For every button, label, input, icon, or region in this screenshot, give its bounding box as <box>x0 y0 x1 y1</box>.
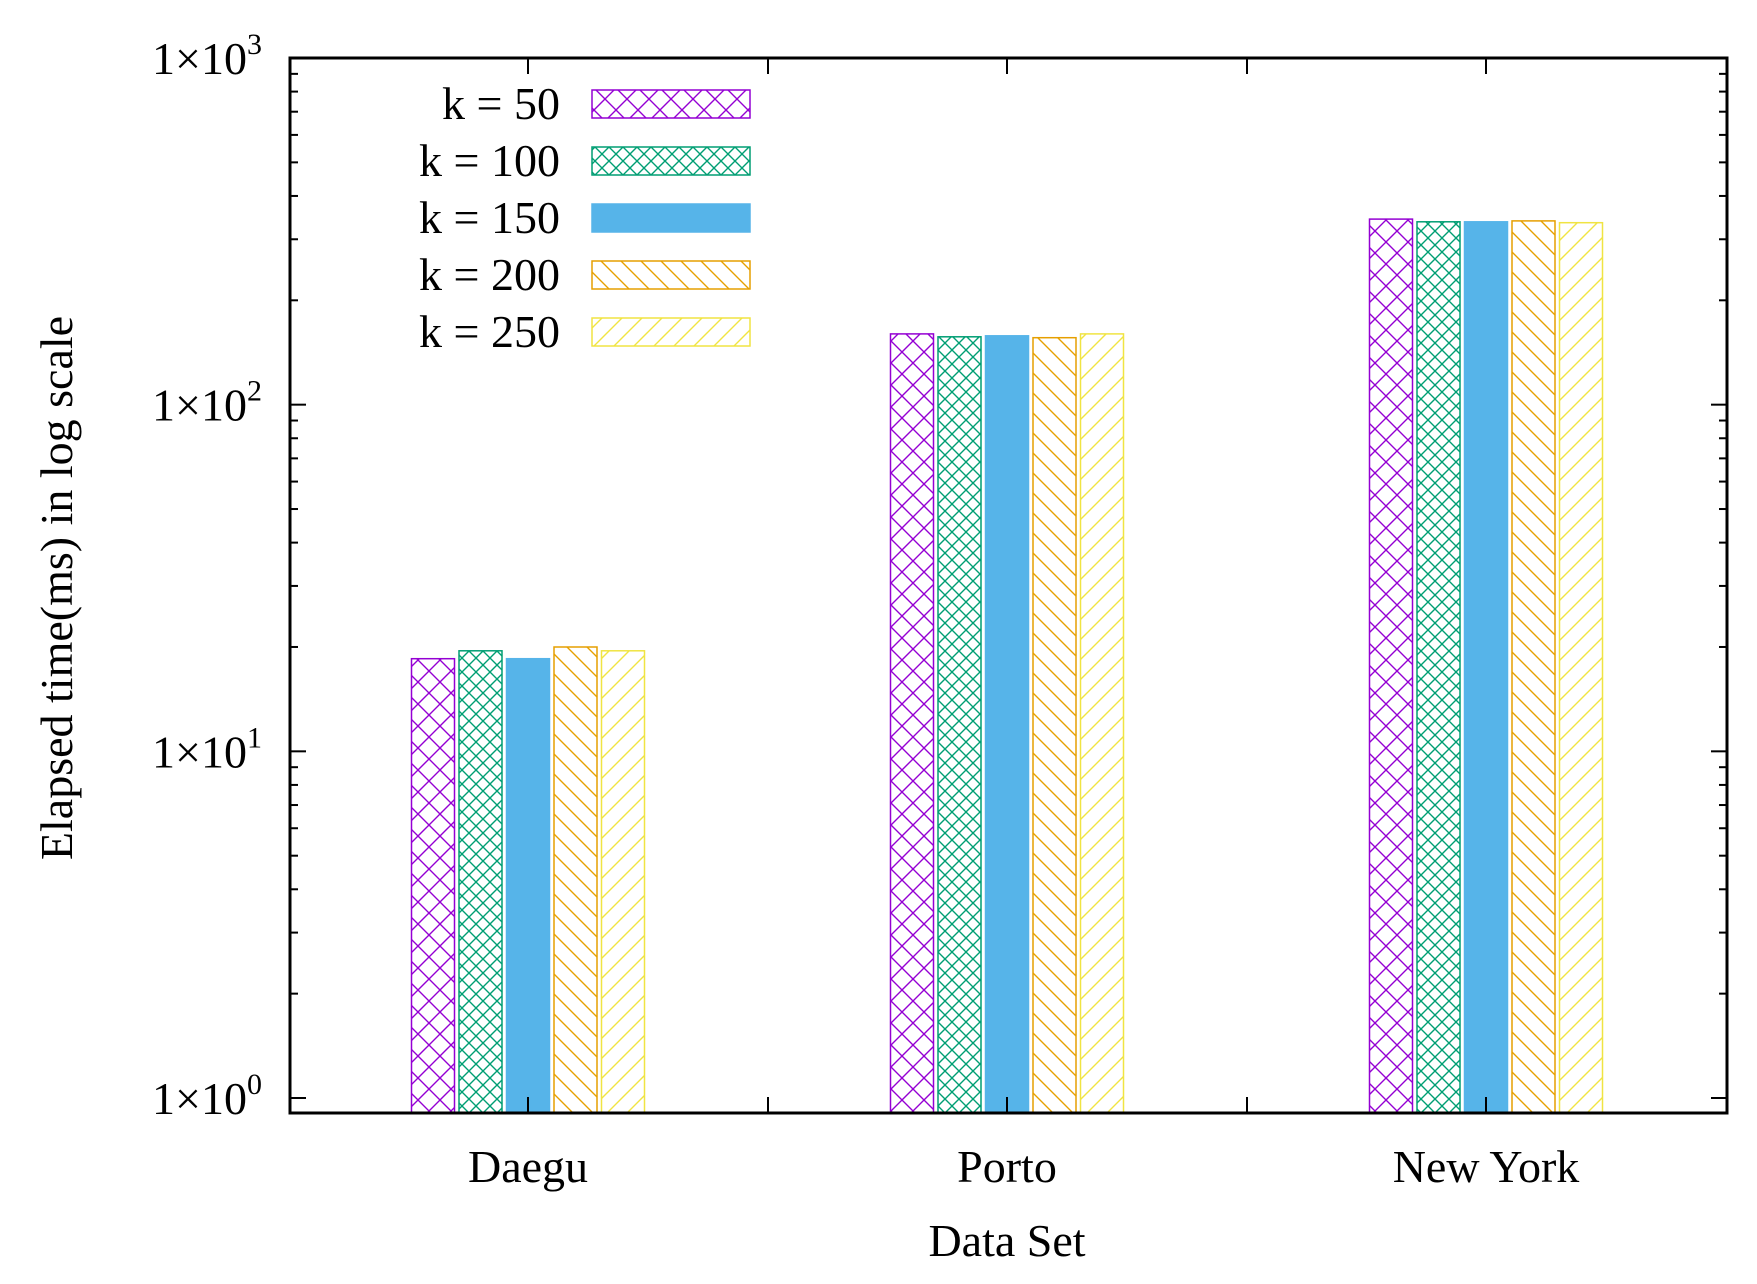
legend-item: k = 250 <box>419 306 751 357</box>
x-tick-label: New York <box>1393 1141 1580 1192</box>
bar-porto-k150 <box>984 335 1030 1114</box>
legend-label: k = 200 <box>419 249 560 300</box>
bar-porto-k100 <box>937 336 982 1114</box>
bar-new-york-k250 <box>1558 221 1604 1114</box>
legend-label: k = 150 <box>419 192 560 243</box>
y-tick-label: 1×102 <box>152 375 262 431</box>
y-tick-label: 1×101 <box>152 721 262 777</box>
bar-new-york-k50 <box>1368 218 1414 1114</box>
bar-daegu-k200 <box>553 646 598 1114</box>
bar-new-york-k150 <box>1463 221 1509 1114</box>
bars <box>410 218 1604 1114</box>
plot-area-frame <box>288 56 1729 1115</box>
legend-item: k = 200 <box>419 249 751 300</box>
x-tick-label: Porto <box>957 1141 1057 1192</box>
bar-porto-k250 <box>1079 333 1125 1114</box>
y-tick-label: 1×100 <box>152 1068 262 1124</box>
bar-group-porto <box>889 333 1125 1114</box>
legend-swatch <box>591 203 751 233</box>
x-tick-labels: Daegu Porto New York <box>468 1141 1579 1192</box>
bar-daegu-k150 <box>505 657 551 1114</box>
y-axis-title: Elapsed time(ms) in log scale <box>31 316 82 860</box>
bar-new-york-k200 <box>1511 220 1556 1114</box>
bar-daegu-k50 <box>410 657 456 1114</box>
bar-daegu-k250 <box>600 650 646 1114</box>
y-tick-label: 1×103 <box>152 28 262 84</box>
x-axis-title: Data Set <box>928 1215 1085 1266</box>
bar-new-york-k100 <box>1416 221 1461 1114</box>
bar-porto-k200 <box>1032 336 1077 1114</box>
legend: k = 50 k = 100 k = 150 k = 200 k = 250 <box>419 78 751 357</box>
legend-swatch <box>591 89 751 119</box>
legend-label: k = 100 <box>419 135 560 186</box>
legend-label: k = 250 <box>419 306 560 357</box>
legend-item: k = 150 <box>419 192 751 243</box>
bar-porto-k50 <box>889 333 935 1114</box>
bar-group-new-york <box>1368 218 1604 1114</box>
legend-label: k = 50 <box>442 78 560 129</box>
bar-daegu-k100 <box>458 650 503 1114</box>
legend-swatch <box>591 260 751 290</box>
legend-swatch <box>591 317 751 347</box>
x-tick-label: Daegu <box>468 1141 588 1192</box>
bar-group-daegu <box>410 646 646 1114</box>
legend-item: k = 50 <box>442 78 751 129</box>
y-tick-labels: 1×100 1×101 1×102 1×103 <box>152 28 262 1124</box>
legend-swatch <box>591 146 751 176</box>
legend-item: k = 100 <box>419 135 751 186</box>
